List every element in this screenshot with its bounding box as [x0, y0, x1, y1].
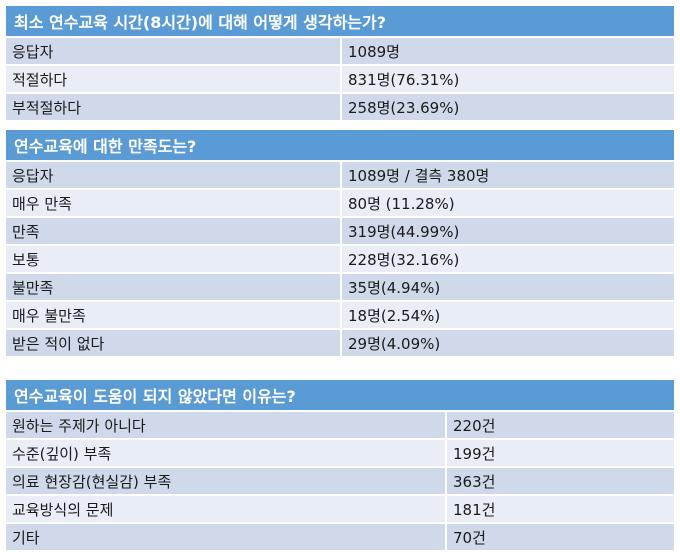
table-row: 원하는 주제가 아니다 220건	[4, 410, 676, 440]
row-label: 응답자	[4, 160, 342, 190]
table-header-row: 연수교육에 대한 만족도는?	[4, 128, 676, 162]
row-value: 220건	[445, 410, 676, 440]
table-row: 부적절하다 258명(23.69%)	[4, 92, 676, 122]
row-label: 불만족	[4, 272, 342, 302]
row-label: 원하는 주제가 아니다	[4, 410, 447, 440]
row-value: 363건	[445, 466, 676, 496]
survey-table-satisfaction: 연수교육에 대한 만족도는? 응답자 1089명 / 결측 380명 매우 만족 80명…	[4, 128, 676, 358]
row-value: 18명(2.54%)	[340, 300, 676, 330]
row-label: 교육방식의 문제	[4, 494, 447, 524]
row-label: 의료 현장감(현실감) 부족	[4, 466, 447, 496]
row-value: 70건	[445, 522, 676, 552]
table-header-row: 최소 연수교육 시간(8시간)에 대해 어떻게 생각하는가?	[4, 4, 676, 38]
row-value: 29명(4.09%)	[340, 328, 676, 358]
table-row: 기타 70건	[4, 522, 676, 552]
row-value: 35명(4.94%)	[340, 272, 676, 302]
table-row: 의료 현장감(현실감) 부족 363건	[4, 466, 676, 496]
survey-table-min-hours: 최소 연수교육 시간(8시간)에 대해 어떻게 생각하는가? 응답자 1089명 적절…	[4, 4, 676, 122]
table-row: 수준(깊이) 부족 199건	[4, 438, 676, 468]
table-row: 매우 불만족 18명(2.54%)	[4, 300, 676, 330]
table-row: 적절하다 831명(76.31%)	[4, 64, 676, 94]
survey-table-reasons: 연수교육이 도움이 되지 않았다면 이유는? 원하는 주제가 아니다 220건 수준(…	[4, 378, 676, 552]
row-label: 매우 만족	[4, 188, 342, 218]
table-row: 응답자 1089명	[4, 36, 676, 66]
row-label: 만족	[4, 216, 342, 246]
table-title: 연수교육에 대한 만족도는?	[4, 128, 676, 162]
row-value: 1089명 / 결측 380명	[340, 160, 676, 190]
row-label: 받은 적이 없다	[4, 328, 342, 358]
table-row: 교육방식의 문제 181건	[4, 494, 676, 524]
row-label: 부적절하다	[4, 92, 342, 122]
row-value: 181건	[445, 494, 676, 524]
table-header-row: 연수교육이 도움이 되지 않았다면 이유는?	[4, 378, 676, 412]
table-row: 응답자 1089명 / 결측 380명	[4, 160, 676, 190]
row-label: 적절하다	[4, 64, 342, 94]
table-row: 받은 적이 없다 29명(4.09%)	[4, 328, 676, 358]
table-row: 불만족 35명(4.94%)	[4, 272, 676, 302]
row-value: 199건	[445, 438, 676, 468]
row-value: 1089명	[340, 36, 676, 66]
row-value: 80명 (11.28%)	[340, 188, 676, 218]
table-title: 최소 연수교육 시간(8시간)에 대해 어떻게 생각하는가?	[4, 4, 676, 38]
row-label: 수준(깊이) 부족	[4, 438, 447, 468]
row-value: 319명(44.99%)	[340, 216, 676, 246]
row-value: 831명(76.31%)	[340, 64, 676, 94]
table-row: 매우 만족 80명 (11.28%)	[4, 188, 676, 218]
row-label: 매우 불만족	[4, 300, 342, 330]
row-label: 보통	[4, 244, 342, 274]
table-title: 연수교육이 도움이 되지 않았다면 이유는?	[4, 378, 676, 412]
row-label: 기타	[4, 522, 447, 552]
row-value: 228명(32.16%)	[340, 244, 676, 274]
row-label: 응답자	[4, 36, 342, 66]
table-row: 만족 319명(44.99%)	[4, 216, 676, 246]
row-value: 258명(23.69%)	[340, 92, 676, 122]
table-row: 보통 228명(32.16%)	[4, 244, 676, 274]
